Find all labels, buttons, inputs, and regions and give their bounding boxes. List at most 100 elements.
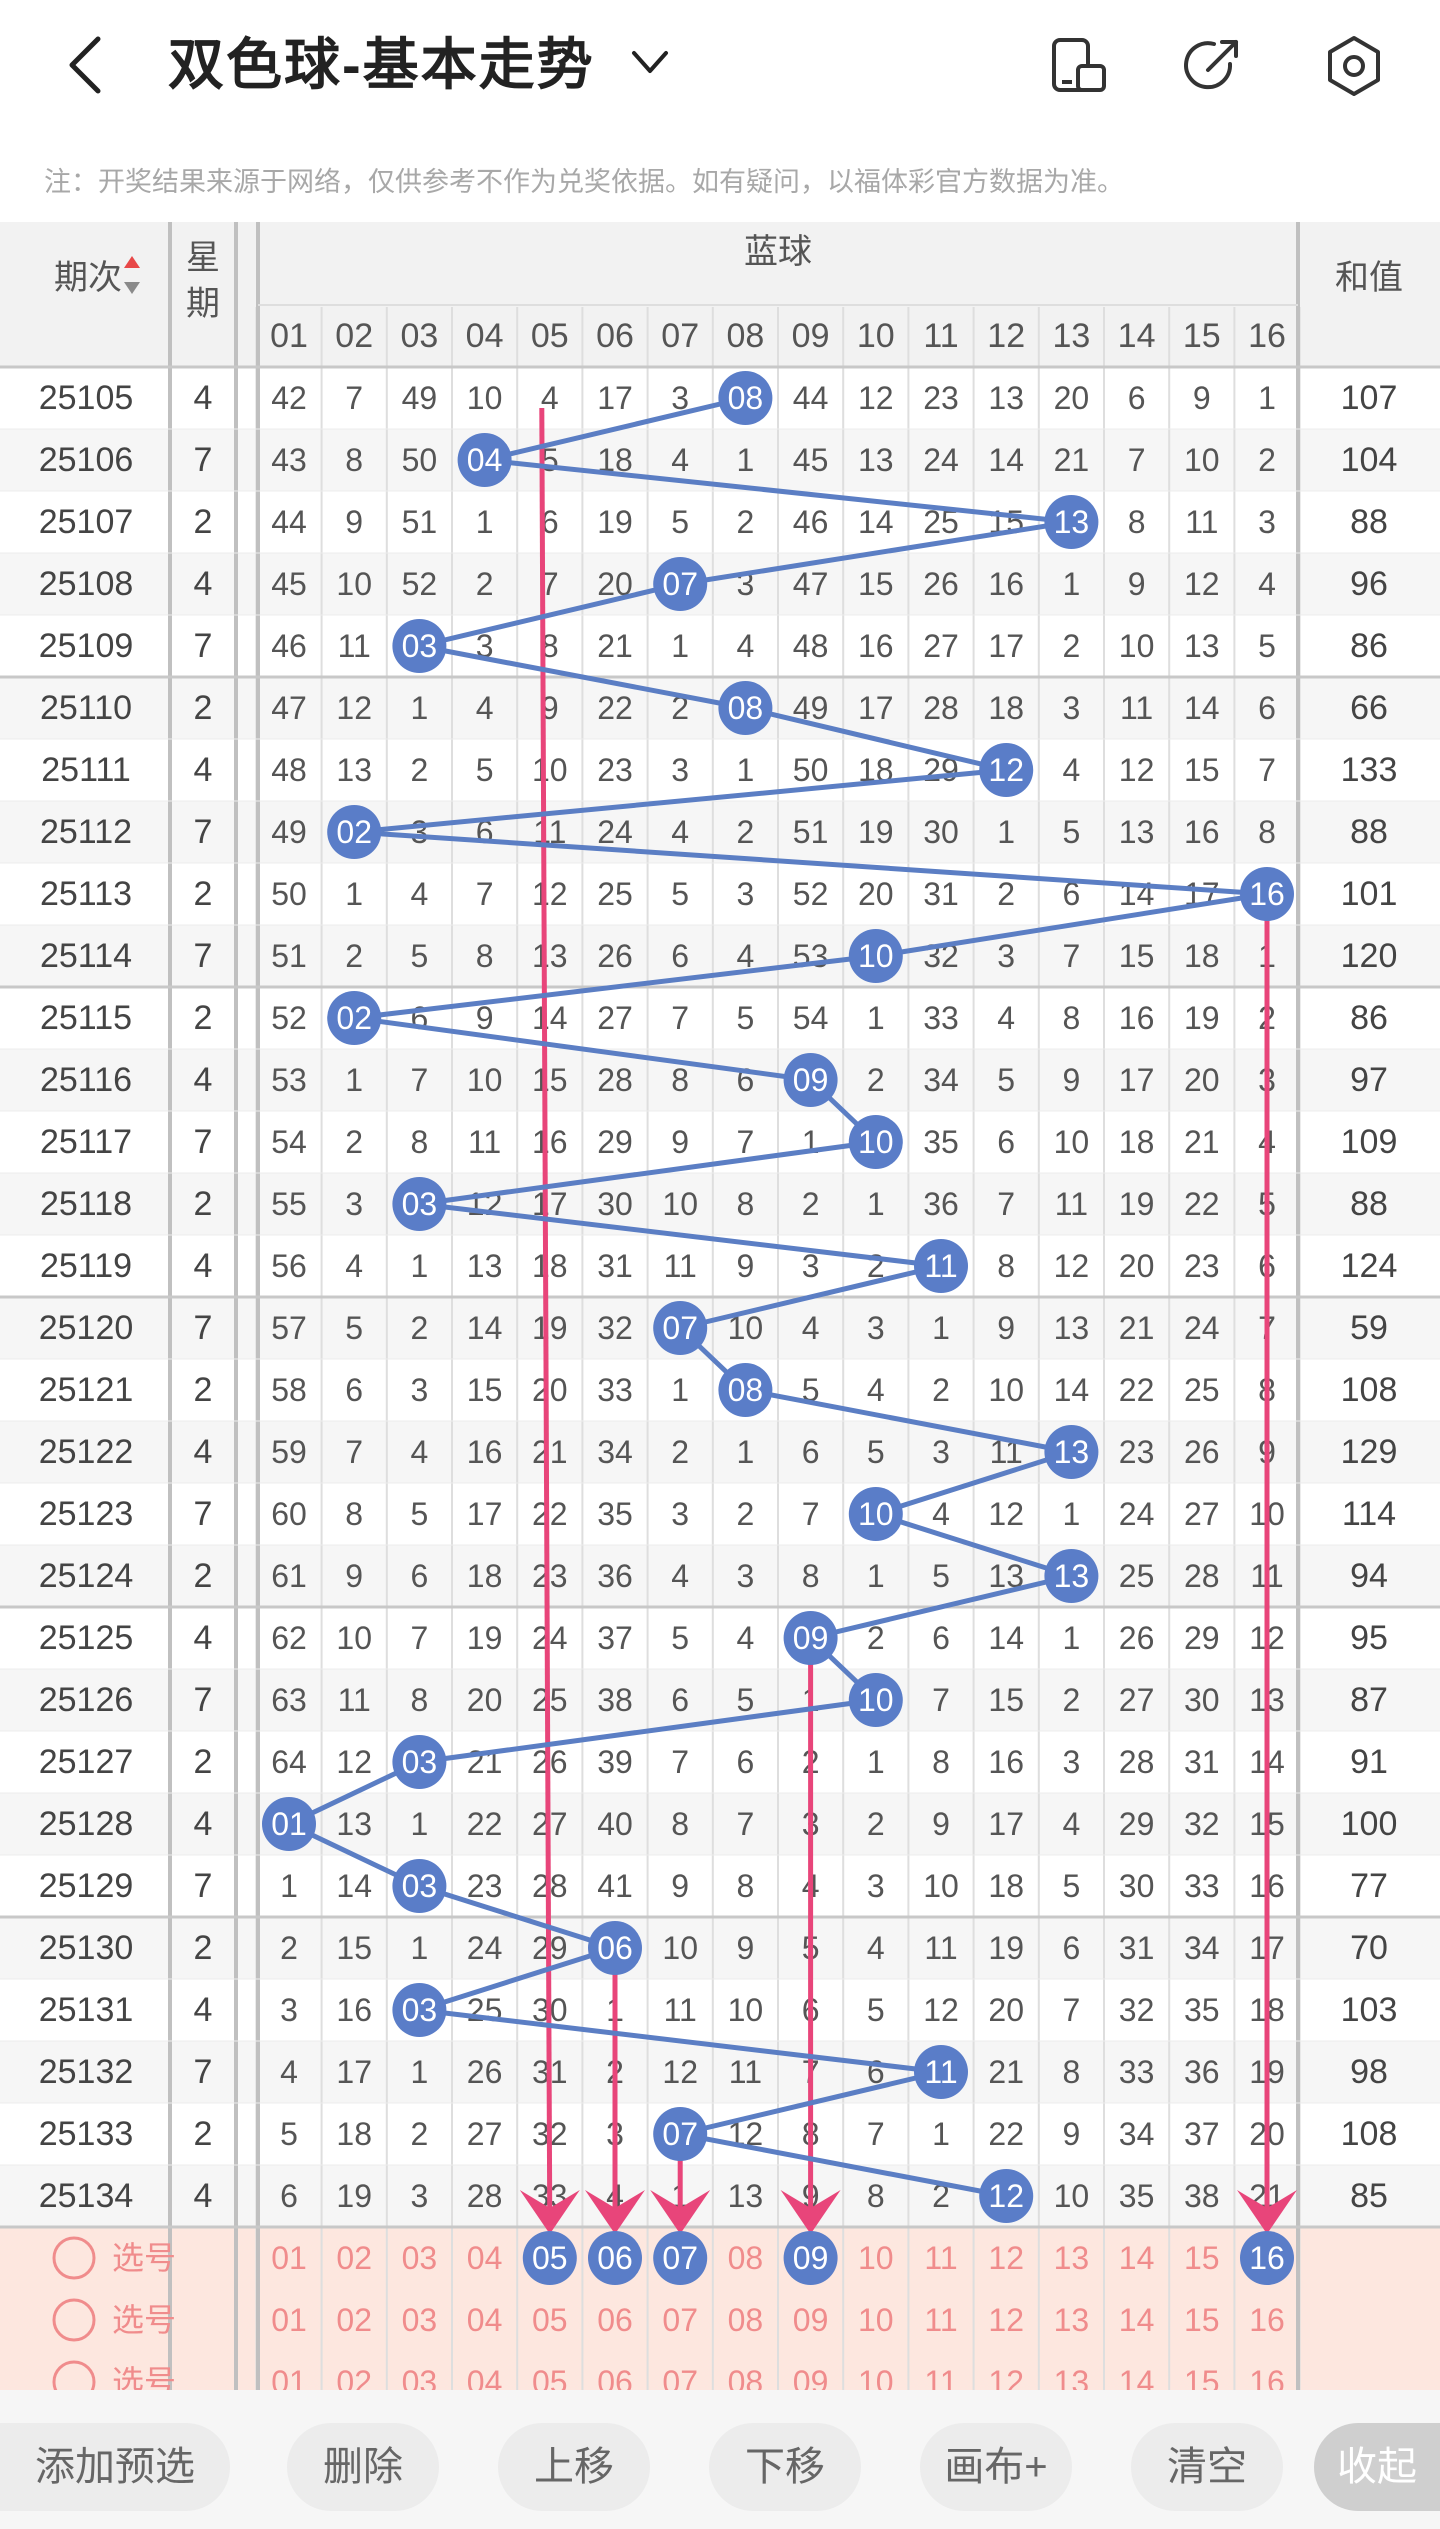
select-number[interactable]: 14 xyxy=(1119,2364,1155,2400)
miss-count: 3 xyxy=(737,876,755,912)
select-number[interactable]: 02 xyxy=(336,2302,372,2338)
select-number[interactable]: 01 xyxy=(271,2364,307,2400)
phone-device-icon[interactable] xyxy=(1048,34,1112,98)
select-number[interactable]: 03 xyxy=(402,2240,438,2276)
miss-count: 22 xyxy=(1119,1372,1155,1408)
select-number[interactable]: 16 xyxy=(1249,2302,1285,2338)
delete-button[interactable]: 删除 xyxy=(287,2423,439,2511)
sort-icon[interactable] xyxy=(124,256,140,294)
miss-count: 24 xyxy=(1119,1496,1155,1532)
selected-ball[interactable] xyxy=(1240,2231,1294,2285)
back-arrow-icon[interactable] xyxy=(62,35,112,95)
miss-count: 15 xyxy=(336,1930,372,1966)
select-number[interactable]: 04 xyxy=(467,2364,503,2400)
select-number[interactable]: 14 xyxy=(1119,2240,1155,2276)
miss-count: 23 xyxy=(1184,1248,1220,1284)
miss-count: 3 xyxy=(802,1248,820,1284)
select-number[interactable]: 15 xyxy=(1184,2364,1220,2400)
miss-count: 56 xyxy=(271,1248,307,1284)
select-row[interactable]: 选号 01 02 03 04 05 06 07 08 09 10 11 12 13 14 15 16 xyxy=(52,2231,1294,2285)
select-number[interactable]: 02 xyxy=(336,2364,372,2400)
miss-count: 10 xyxy=(988,1372,1024,1408)
week-value: 4 xyxy=(194,1061,213,1099)
select-number[interactable]: 16 xyxy=(1249,2364,1285,2400)
share-icon[interactable] xyxy=(1180,34,1244,98)
select-number[interactable]: 13 xyxy=(1054,2364,1090,2400)
select-radio[interactable] xyxy=(52,2298,96,2342)
select-number[interactable]: 12 xyxy=(988,2302,1024,2338)
select-radio[interactable] xyxy=(52,2236,96,2280)
add-preselect-button[interactable]: 添加预选 xyxy=(0,2423,230,2511)
miss-count: 29 xyxy=(597,1124,633,1160)
miss-count: 17 xyxy=(858,690,894,726)
miss-count: 8 xyxy=(1128,504,1146,540)
select-number[interactable]: 02 xyxy=(336,2240,372,2276)
clear-button[interactable]: 清空 xyxy=(1131,2423,1283,2511)
select-number[interactable]: 03 xyxy=(402,2302,438,2338)
number-column-header: 02 xyxy=(335,317,373,355)
selected-ball[interactable] xyxy=(522,2231,577,2285)
miss-count: 34 xyxy=(597,1434,633,1470)
miss-count: 8 xyxy=(411,1124,429,1160)
app-header: 双色球-基本走势 xyxy=(0,0,1440,135)
selected-number[interactable]: 09 xyxy=(793,2240,829,2276)
page-title[interactable]: 双色球-基本走势 xyxy=(168,33,595,96)
select-number[interactable]: 05 xyxy=(532,2302,568,2338)
select-number[interactable]: 15 xyxy=(1184,2240,1220,2276)
select-number[interactable]: 10 xyxy=(858,2364,894,2400)
sum-value: 94 xyxy=(1350,1557,1388,1595)
miss-count: 30 xyxy=(923,814,959,850)
select-number[interactable]: 11 xyxy=(924,2240,957,2276)
hit-ball: 12 xyxy=(979,2169,1034,2223)
selected-number[interactable]: 06 xyxy=(597,2240,633,2276)
select-number[interactable]: 11 xyxy=(924,2302,957,2338)
settings-icon[interactable] xyxy=(1322,34,1386,98)
miss-count: 4 xyxy=(411,876,429,912)
miss-count: 7 xyxy=(1063,938,1081,974)
selected-ball[interactable] xyxy=(588,2231,642,2285)
selected-number[interactable]: 05 xyxy=(532,2240,568,2276)
miss-count: 11 xyxy=(1185,504,1218,540)
miss-count: 3 xyxy=(280,1992,298,2028)
select-number[interactable]: 10 xyxy=(858,2240,894,2276)
dropdown-chevron-icon[interactable] xyxy=(628,45,672,81)
select-number[interactable]: 06 xyxy=(597,2364,633,2400)
selected-ball[interactable] xyxy=(653,2231,708,2285)
canvas-plus-button[interactable]: 画布+ xyxy=(920,2423,1072,2511)
miss-count: 33 xyxy=(597,1372,633,1408)
select-number[interactable]: 01 xyxy=(271,2240,307,2276)
selected-number[interactable]: 07 xyxy=(662,2240,698,2276)
select-number[interactable]: 06 xyxy=(597,2302,633,2338)
miss-count: 35 xyxy=(597,1496,633,1532)
select-number[interactable]: 08 xyxy=(728,2364,764,2400)
select-number[interactable]: 12 xyxy=(988,2364,1024,2400)
hit-ball-number: 01 xyxy=(271,1806,307,1842)
move-down-button[interactable]: 下移 xyxy=(709,2423,861,2511)
selected-ball[interactable] xyxy=(783,2231,838,2285)
select-number[interactable]: 13 xyxy=(1054,2240,1090,2276)
miss-count: 5 xyxy=(802,1372,820,1408)
select-number[interactable]: 13 xyxy=(1054,2302,1090,2338)
select-number[interactable]: 05 xyxy=(532,2364,568,2400)
select-number[interactable]: 08 xyxy=(728,2302,764,2338)
select-number[interactable]: 11 xyxy=(924,2364,957,2400)
select-number[interactable]: 04 xyxy=(467,2302,503,2338)
select-number[interactable]: 12 xyxy=(988,2240,1024,2276)
select-number[interactable]: 09 xyxy=(793,2302,829,2338)
select-number[interactable]: 07 xyxy=(662,2302,698,2338)
select-number[interactable]: 10 xyxy=(858,2302,894,2338)
select-number[interactable]: 03 xyxy=(402,2364,438,2400)
miss-count: 1 xyxy=(867,1000,885,1036)
select-row[interactable]: 选号 01 02 03 04 05 06 07 08 09 10 11 12 13 14 15 16 xyxy=(52,2298,1285,2342)
select-number[interactable]: 08 xyxy=(728,2240,764,2276)
select-number[interactable]: 14 xyxy=(1119,2302,1155,2338)
miss-count: 30 xyxy=(1184,1682,1220,1718)
move-up-button[interactable]: 上移 xyxy=(498,2423,650,2511)
select-number[interactable]: 01 xyxy=(271,2302,307,2338)
select-number[interactable]: 04 xyxy=(467,2240,503,2276)
collapse-button[interactable]: 收起 xyxy=(1314,2423,1440,2511)
select-number[interactable]: 09 xyxy=(793,2364,829,2400)
select-number[interactable]: 07 xyxy=(662,2364,698,2400)
selected-number[interactable]: 16 xyxy=(1249,2240,1285,2276)
select-number[interactable]: 15 xyxy=(1184,2302,1220,2338)
